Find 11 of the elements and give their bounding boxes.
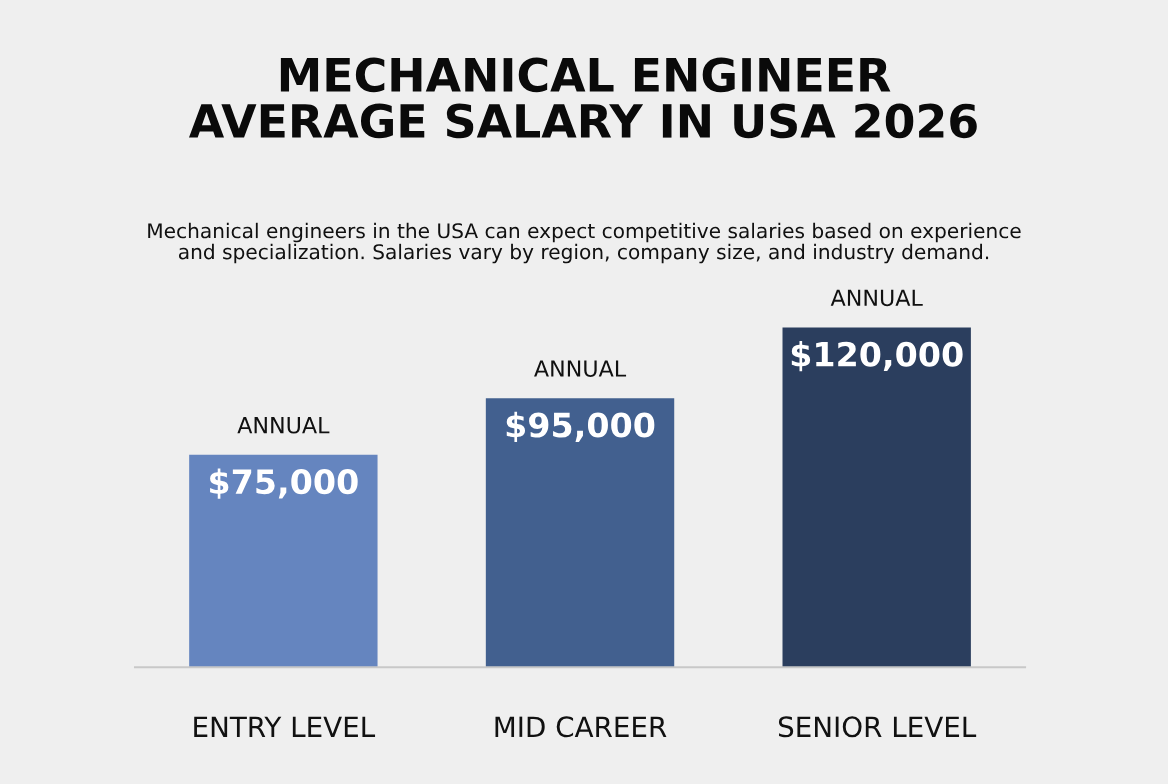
chart-title: MECHANICAL ENGINEER AVERAGE SALARY IN USA 2026 [189, 57, 977, 139]
x-tick-label: SENIOR LEVEL [778, 716, 977, 738]
data-label: $75,000 [210, 468, 358, 499]
x-tick-label: ENTRY LEVEL [194, 716, 376, 737]
annotation: ANNUAL [830, 289, 923, 307]
annotation: ANNUAL [534, 360, 627, 377]
data-label: $120,000 [791, 341, 963, 372]
x-tick-label: MID CAREER [495, 716, 667, 738]
data-label: $95,000 [506, 411, 655, 443]
chart-subtitle: Mechanical engineers in the USA can expect competitive salaries based on experience and specialization. Salaries vary by region, company size, and industry demand. [148, 222, 1021, 264]
annotation: ANNUAL [237, 417, 330, 434]
